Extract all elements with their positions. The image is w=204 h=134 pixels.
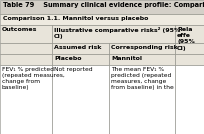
Text: Placebo: Placebo <box>54 56 82 61</box>
Bar <box>0 65 52 134</box>
Bar <box>175 43 204 54</box>
Text: Corresponding risk: Corresponding risk <box>111 45 178 50</box>
Bar <box>109 54 175 65</box>
Text: FEV₁ % predicted
(repeated measures,
change from
baseline): FEV₁ % predicted (repeated measures, cha… <box>2 67 65 90</box>
Bar <box>109 65 175 134</box>
Bar <box>109 43 175 54</box>
Text: Comparison 1.1. Mannitol versus placebo: Comparison 1.1. Mannitol versus placebo <box>3 16 148 21</box>
Text: Mannitol: Mannitol <box>111 56 142 61</box>
Text: Not reported: Not reported <box>54 67 93 72</box>
Bar <box>52 25 175 43</box>
Text: Outcomes: Outcomes <box>2 27 37 32</box>
Bar <box>52 43 109 54</box>
Bar <box>0 43 52 54</box>
Bar <box>0 54 52 65</box>
Bar <box>0 25 52 43</box>
Text: Rela
effe
(95%
CI): Rela effe (95% CI) <box>177 27 195 51</box>
Text: Illustrative comparative risks² (95%
CI): Illustrative comparative risks² (95% CI) <box>54 27 180 39</box>
Bar <box>52 65 109 134</box>
Bar <box>52 54 109 65</box>
Text: Table 79    Summary clinical evidence profile: Comparison 1.: Table 79 Summary clinical evidence profi… <box>3 2 204 8</box>
Bar <box>175 25 204 43</box>
Text: Assumed risk: Assumed risk <box>54 45 101 50</box>
Bar <box>175 65 204 134</box>
Bar <box>0 14 204 25</box>
Bar <box>0 0 204 14</box>
Text: The mean FEV₁ %
predicted (repeated
measures, change
from baseline) in the: The mean FEV₁ % predicted (repeated meas… <box>111 67 174 90</box>
Bar <box>175 54 204 65</box>
